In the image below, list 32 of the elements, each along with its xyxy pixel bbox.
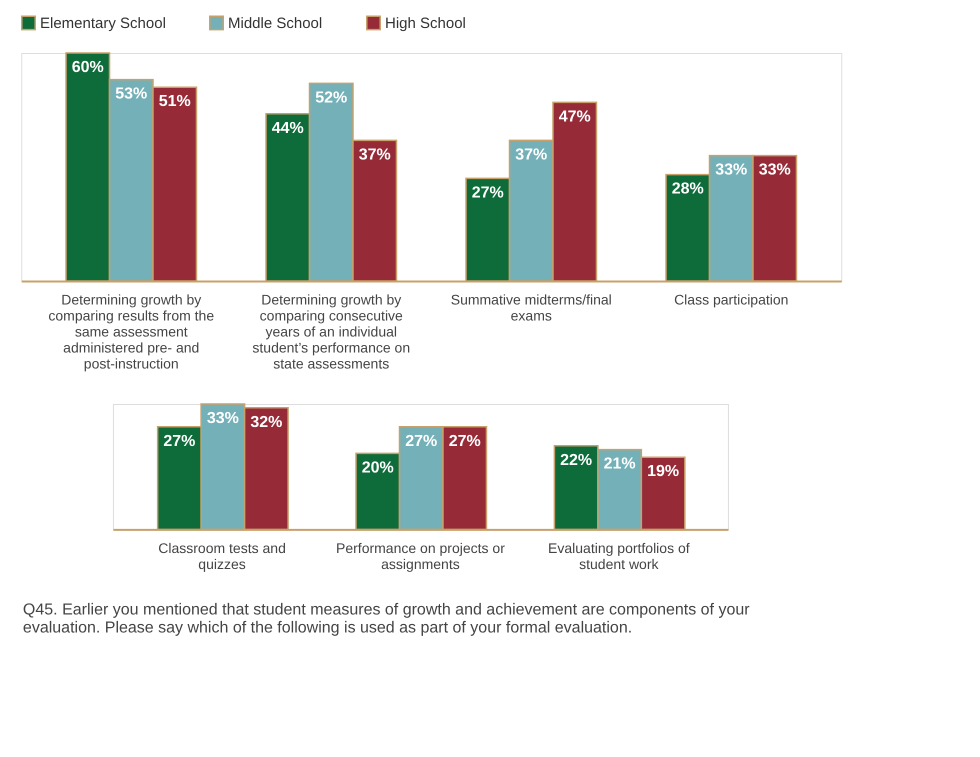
x-tick-label: Summative midterms/final exams [450,292,612,324]
data-label: 47% [558,108,591,126]
data-label: 33% [206,410,239,427]
data-label: 33% [758,162,791,179]
data-label: 21% [604,456,636,473]
x-tick-label: Evaluating portfolios of student work [548,540,690,572]
x-tick-label: Determining growth by comparing consecutive years of an individual student’s performance on state assessments [252,292,410,372]
data-label: 27% [405,432,438,450]
data-label: 22% [560,452,592,469]
legend-label: High School [385,14,466,32]
data-label: 37% [515,146,548,164]
x-tick-label: Performance on projects or assignments [336,540,506,572]
data-label: 20% [362,459,394,476]
data-label: 33% [715,162,748,179]
data-label: 19% [647,463,680,480]
data-label: 60% [72,59,104,76]
legend-label: Elementary School [40,14,166,32]
data-label: 53% [115,86,148,103]
data-label: 27% [448,432,481,450]
x-tick-label: Classroom tests and quizzes [158,540,286,572]
data-label: 27% [163,432,196,450]
text: Q45. Earlier you mentioned that student measures of growth and achievement are components of your evaluation. Please say which of the following is used as part of your formal evaluation. [22,601,750,636]
data-label: 27% [472,184,504,202]
x-tick-label: Determining growth by comparing results from the same assessment administered pre- and post-instruction [48,292,214,372]
data-label: 51% [158,93,191,110]
data-label: 52% [315,89,348,106]
legend-label: Middle School [228,14,322,32]
data-label: 28% [672,180,704,198]
x-tick-label: Class participation [674,292,788,308]
data-label: 32% [250,414,282,431]
data-label: 37% [358,146,391,164]
data-label: 44% [272,120,304,137]
